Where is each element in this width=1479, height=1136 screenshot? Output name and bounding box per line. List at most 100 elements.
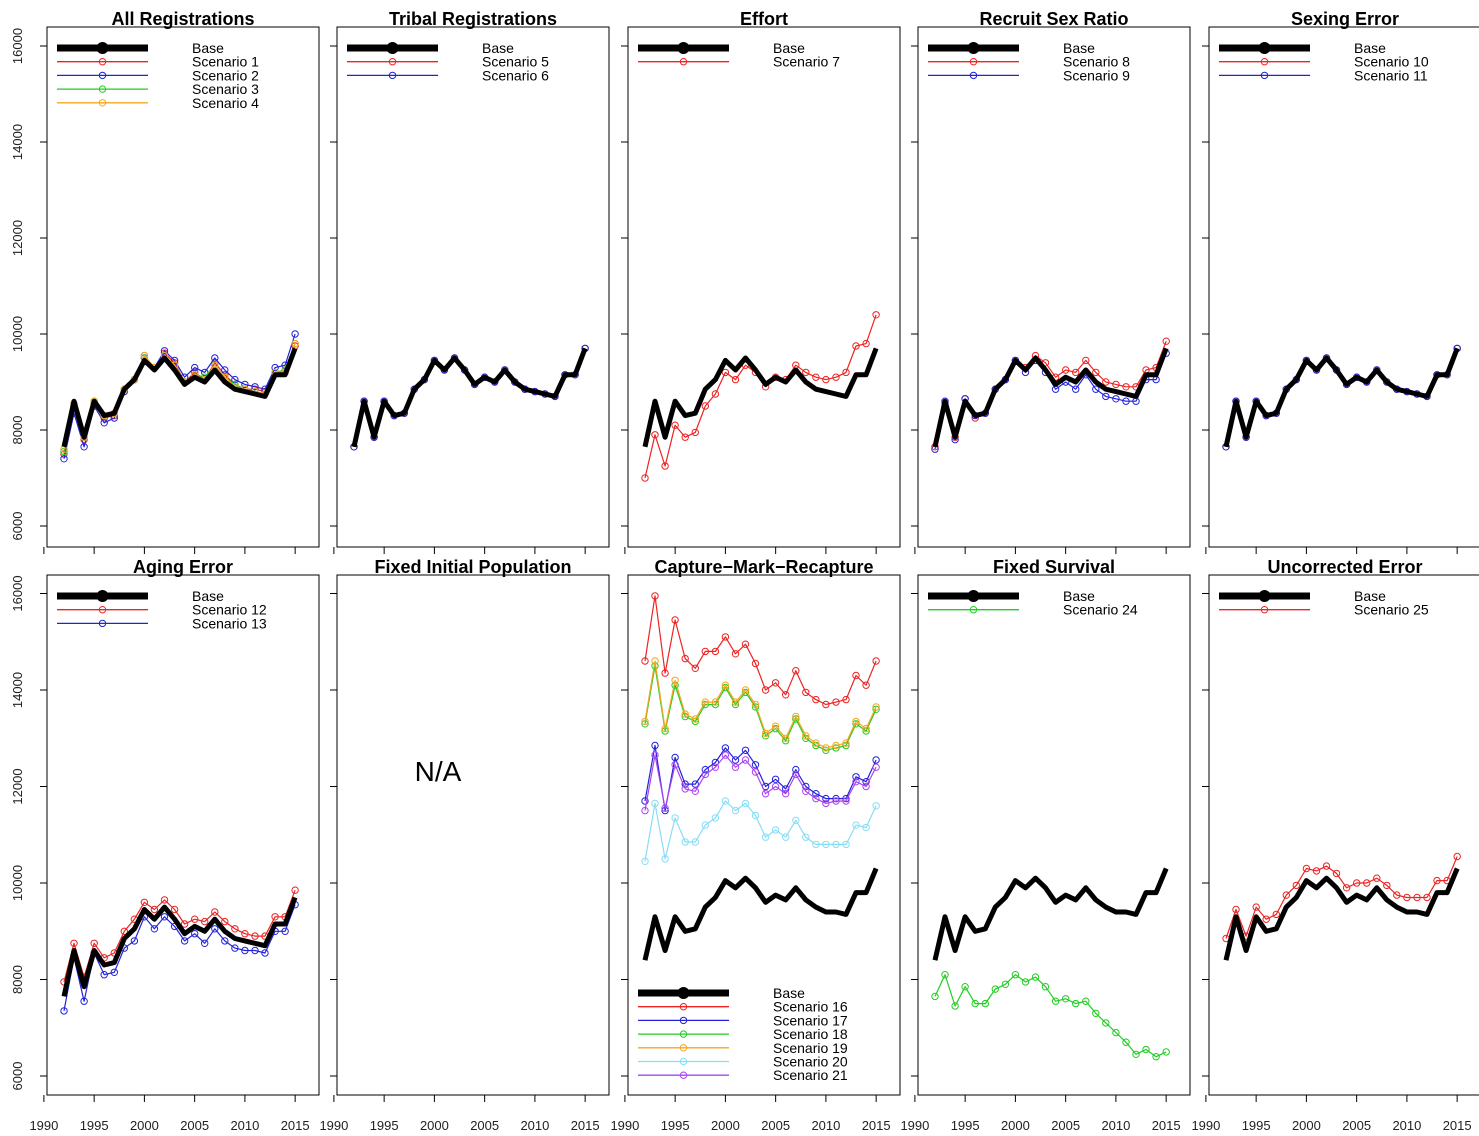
data-point — [771, 722, 780, 730]
series-base — [932, 347, 1169, 448]
x-tick-label: 2000 — [1292, 1118, 1321, 1133]
plot-frame — [1208, 574, 1479, 1096]
data-point — [80, 997, 88, 1005]
data-point — [832, 373, 840, 381]
data-point — [211, 908, 219, 916]
data-point — [1302, 864, 1311, 873]
legend-marker — [679, 1016, 688, 1025]
data-point — [751, 700, 760, 709]
x-tick-label: 2010 — [811, 1118, 840, 1133]
data-point — [1001, 980, 1010, 988]
data-point — [1232, 905, 1240, 914]
data-point — [721, 633, 730, 641]
data-point — [641, 797, 649, 805]
data-point — [872, 763, 880, 771]
series-line — [63, 345, 296, 455]
data-point — [60, 455, 68, 463]
data-point — [1051, 997, 1060, 1005]
plot-frame — [336, 26, 610, 548]
data-point — [1112, 380, 1120, 389]
y-tick-label: 10000 — [10, 316, 25, 352]
data-point — [140, 898, 149, 906]
data-point — [691, 428, 699, 437]
data-point — [671, 616, 679, 624]
series-line — [644, 800, 877, 862]
legend-label: Scenario 17 — [773, 1012, 848, 1028]
data-point — [862, 724, 870, 733]
data-point — [170, 905, 179, 914]
data-point — [1342, 884, 1351, 892]
series-line — [1225, 856, 1458, 939]
data-point — [1162, 337, 1170, 345]
legend-label: Base — [1354, 40, 1386, 56]
legend-label: Base — [773, 985, 805, 1001]
data-point — [1272, 910, 1281, 919]
plot-frame — [1208, 26, 1479, 548]
x-tick-label: 1995 — [951, 1118, 980, 1133]
data-point — [261, 949, 269, 957]
legend-marker — [96, 42, 109, 54]
data-point — [691, 664, 699, 672]
data-point — [822, 375, 830, 384]
legend-label: Scenario 24 — [1063, 602, 1138, 618]
legend-label: Base — [773, 40, 805, 56]
data-point — [291, 330, 299, 338]
data-point — [701, 765, 709, 774]
data-point — [1152, 1053, 1160, 1061]
series-line — [644, 665, 877, 751]
data-point — [211, 354, 219, 362]
data-point — [90, 939, 98, 947]
data-point — [671, 761, 679, 769]
data-point — [1112, 1028, 1120, 1037]
data-point — [160, 347, 169, 355]
data-point — [1363, 879, 1371, 887]
legend-label: Scenario 8 — [1063, 54, 1130, 70]
data-point — [691, 787, 699, 795]
data-point — [1132, 1050, 1140, 1059]
data-point — [792, 712, 800, 721]
series-base — [61, 347, 298, 448]
data-point — [1453, 852, 1461, 861]
legend-label: Scenario 16 — [773, 999, 848, 1015]
data-point — [1252, 903, 1260, 911]
x-tick-label: 2015 — [571, 1118, 600, 1133]
data-point — [751, 761, 760, 769]
legend-marker — [677, 42, 690, 54]
data-point — [221, 917, 229, 926]
legend-label: Base — [192, 40, 224, 56]
x-tick-label: 2005 — [1051, 1118, 1080, 1133]
data-point — [691, 780, 699, 788]
data-point — [842, 739, 850, 747]
data-point — [701, 770, 709, 779]
legend-label: Base — [482, 40, 514, 56]
x-tick-label: 2010 — [230, 1118, 259, 1133]
plot-frame — [917, 26, 1191, 548]
x-tick-label: 2010 — [520, 1118, 549, 1133]
data-point — [741, 756, 750, 764]
data-point — [1282, 891, 1291, 899]
series-line — [932, 347, 1169, 448]
data-point — [191, 363, 199, 372]
data-point — [641, 857, 649, 865]
data-point — [281, 927, 289, 935]
x-tick-label: 2000 — [1001, 1118, 1030, 1133]
legend-marker — [98, 71, 107, 80]
data-point — [711, 763, 720, 771]
data-point — [1353, 879, 1361, 887]
data-point — [822, 746, 830, 754]
legend-marker — [967, 42, 980, 54]
plot-frame — [627, 26, 901, 548]
data-point — [201, 368, 209, 377]
series-base — [61, 896, 298, 997]
x-tick-label: 1995 — [1242, 1118, 1271, 1133]
data-point — [251, 932, 259, 940]
data-point — [110, 968, 119, 976]
data-point — [1072, 368, 1080, 377]
data-point — [1423, 893, 1431, 902]
data-point — [941, 971, 949, 979]
y-tick-label: 6000 — [10, 512, 25, 541]
